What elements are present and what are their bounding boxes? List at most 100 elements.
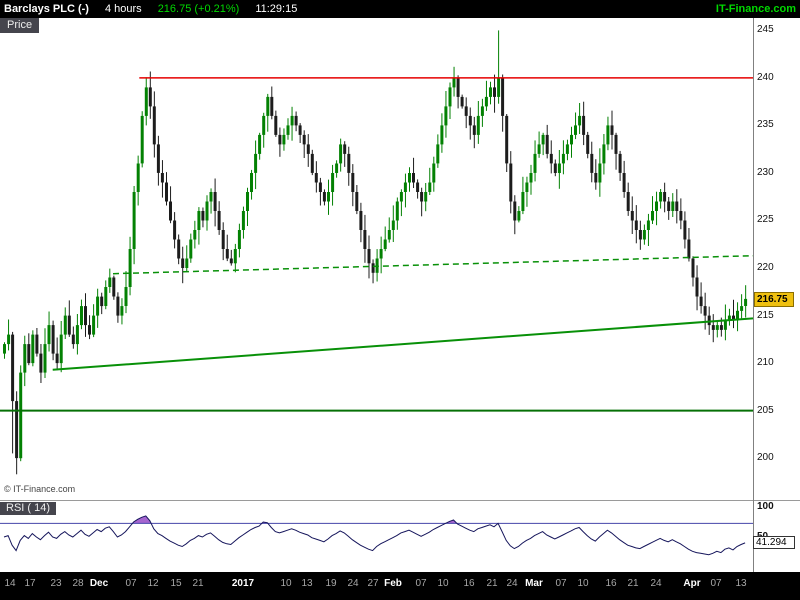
price-axis-label: 215 [757, 309, 774, 321]
candle-body [140, 115, 144, 164]
candle-body [691, 258, 695, 278]
candle-body [557, 163, 561, 173]
candle-body [715, 325, 719, 330]
axis-line [753, 18, 754, 572]
candle-body [505, 115, 509, 164]
price-axis-label: 220 [757, 262, 774, 274]
candle-body [327, 192, 330, 202]
price-axis[interactable]: 245 240 235 230 225 220 215 210 205 200 [754, 18, 800, 500]
candle-body [399, 192, 403, 202]
candle-body [703, 306, 707, 316]
time-axis-label: 17 [24, 578, 36, 589]
candle-body [221, 230, 225, 249]
candle-body [594, 173, 598, 183]
candle-body [545, 134, 549, 154]
candle-body [148, 87, 152, 107]
candle-body [707, 315, 711, 326]
timeframe-label[interactable]: 4 hours [104, 3, 142, 15]
candle-body [59, 334, 63, 364]
candle-body [408, 173, 411, 183]
candle-body [181, 258, 185, 268]
price-chart[interactable] [0, 18, 753, 500]
candle-body [31, 334, 35, 364]
candle-body [614, 134, 618, 154]
time-axis-label: 24 [506, 578, 518, 589]
candle-body [88, 325, 91, 335]
candle-body [250, 173, 253, 192]
rsi-chart[interactable] [0, 501, 753, 572]
candle-body [331, 173, 335, 192]
candle-body [314, 173, 318, 183]
candle-body [484, 96, 488, 107]
candle-body [75, 325, 79, 345]
candle-body [626, 192, 630, 211]
candle-body [246, 192, 249, 211]
time-axis-label: 23 [50, 578, 62, 589]
candle-body [254, 153, 258, 173]
candle-body [274, 115, 278, 135]
candle-body [51, 325, 55, 354]
candle-body [96, 296, 100, 316]
candle-body [598, 163, 602, 183]
solid-uptrend-line[interactable] [52, 317, 753, 371]
time-axis-label: Feb [384, 578, 402, 589]
candle-body [128, 249, 132, 287]
candle-body [286, 125, 290, 135]
dashed-uptrend-line[interactable] [112, 254, 753, 275]
time-axis-label: Mar [525, 578, 543, 589]
candle-body [197, 211, 201, 230]
candle-body [205, 201, 209, 221]
time-axis-label: 12 [147, 578, 159, 589]
candle-body [120, 306, 124, 316]
candle-body [43, 344, 47, 373]
candle-body [541, 134, 545, 145]
brand-link[interactable]: IT-Finance.com [715, 3, 796, 15]
time-axis[interactable]: 14 17 23 28 Dec 07 12 15 21 2017 10 13 19 24 27 Feb 07 10… [0, 572, 800, 600]
candle-body [116, 296, 120, 316]
symbol-title[interactable]: Barclays PLC (-) [4, 3, 89, 15]
candle-body [160, 173, 164, 183]
candle-body [501, 77, 505, 116]
candle-body [71, 334, 75, 345]
candle-body [630, 211, 634, 221]
candle-body [343, 144, 347, 154]
candle-body [679, 211, 683, 221]
candle-body [132, 192, 136, 249]
candle-body [582, 115, 586, 135]
candle-body [561, 153, 565, 164]
candle-body [553, 163, 557, 173]
candle-body [322, 192, 326, 202]
candle-body [27, 344, 31, 364]
candle-body [468, 115, 472, 126]
candle-body [663, 192, 667, 202]
candle-body [282, 134, 286, 145]
candle-body [39, 353, 43, 373]
candle-body [241, 211, 245, 230]
candle-body [565, 144, 569, 154]
candle-body [136, 163, 140, 192]
candle-body [416, 182, 420, 192]
candle-body [152, 106, 156, 145]
candle-body [497, 77, 501, 97]
candle-body [618, 153, 622, 173]
rsi-tab[interactable]: RSI ( 14) [0, 502, 57, 515]
candle-body [549, 153, 553, 164]
candle-body [683, 220, 687, 240]
top-bar: Barclays PLC (-) 4 hours 216.75 (+0.21%)… [0, 0, 800, 18]
candle-body [606, 125, 610, 145]
candle-body [403, 182, 407, 192]
candle-body [67, 315, 71, 335]
candle-body [420, 192, 424, 202]
candle-body [124, 287, 128, 306]
time-axis-label: 07 [710, 578, 722, 589]
candle-body [339, 144, 343, 164]
candle-body [15, 401, 19, 459]
candle-body [642, 230, 646, 240]
price-tab[interactable]: Price [0, 18, 40, 33]
candle-body [189, 239, 193, 259]
candle-body [347, 153, 351, 173]
candle-body [395, 201, 399, 221]
candle-body [258, 134, 262, 154]
candle-body [480, 106, 484, 116]
candle-body [225, 249, 229, 259]
